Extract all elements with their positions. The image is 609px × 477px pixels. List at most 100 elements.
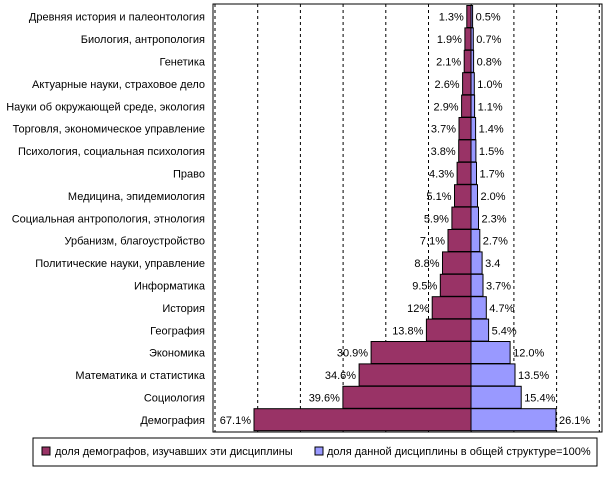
bar-discipline-share xyxy=(470,206,479,230)
category-label: Медицина, эпидемиология xyxy=(68,191,205,203)
value-label-right: 1.1% xyxy=(478,101,503,113)
bar-demographers xyxy=(439,273,472,297)
value-label-right: 0.7% xyxy=(476,34,501,46)
value-label-right: 2.7% xyxy=(483,236,508,248)
value-label-left: 5.9% xyxy=(424,213,449,225)
value-label-right: 1.4% xyxy=(479,124,504,136)
value-label-left: 39.6% xyxy=(309,393,340,405)
category-label: Урбанизм, благоустройство xyxy=(65,236,206,248)
bar-discipline-share xyxy=(470,363,516,387)
bar-demographers xyxy=(431,296,472,320)
category-label: Древняя история и палеонтология xyxy=(29,12,205,24)
legend: доля демографов, изучавших эти дисциплин… xyxy=(32,437,598,467)
value-label-left: 1.3% xyxy=(439,12,464,24)
bar-discipline-share xyxy=(470,72,475,96)
value-label-right: 5.4% xyxy=(492,325,517,337)
value-label-right: 0.5% xyxy=(476,12,501,24)
bar-discipline-share xyxy=(470,94,476,118)
bar-discipline-share xyxy=(470,341,511,364)
value-label-left: 8.8% xyxy=(414,258,439,270)
value-label-right: 3.4 xyxy=(485,258,500,270)
bar-demographers xyxy=(447,229,472,252)
bar-demographers xyxy=(461,94,472,118)
bar-demographers xyxy=(253,408,472,432)
category-label: Науки об окружающей среде, экология xyxy=(6,101,205,113)
value-label-right: 1.5% xyxy=(479,146,504,158)
bar-demographers xyxy=(342,385,472,409)
bar-discipline-share xyxy=(470,251,483,275)
value-label-left: 2.9% xyxy=(434,101,459,113)
category-label: Политические науки, управление xyxy=(35,258,205,270)
bar-demographers xyxy=(456,161,472,185)
value-label-left: 67.1% xyxy=(220,415,251,427)
value-label-right: 3.7% xyxy=(486,281,511,293)
bar-discipline-share xyxy=(470,318,490,342)
value-label-right: 2.0% xyxy=(481,191,506,203)
value-label-left: 13.8% xyxy=(392,325,423,337)
bars xyxy=(253,5,557,432)
value-label-left: 34.6% xyxy=(325,370,356,382)
value-label-left: 2.1% xyxy=(436,57,461,69)
value-label-right: 1.7% xyxy=(480,169,505,181)
bar-discipline-share xyxy=(470,161,477,185)
bar-demographers xyxy=(466,5,472,28)
bar-discipline-share xyxy=(470,5,474,28)
category-label: Право xyxy=(173,169,205,181)
value-label-right: 2.3% xyxy=(482,213,507,225)
bar-discipline-share xyxy=(470,27,474,51)
bar-discipline-share xyxy=(470,296,487,320)
legend-swatch-discipline-share xyxy=(314,446,324,456)
bar-demographers xyxy=(458,117,472,140)
category-label: Социология xyxy=(144,393,205,405)
category-label: Генетика xyxy=(159,57,205,69)
value-label-right: 4.7% xyxy=(489,303,514,315)
bar-demographers xyxy=(425,318,472,342)
category-labels: Древняя история и палеонтология Биология,… xyxy=(6,12,206,427)
bar-discipline-share xyxy=(470,49,475,73)
value-label-right: 12.0% xyxy=(513,348,544,360)
bar-demographers xyxy=(358,363,472,387)
bar-demographers xyxy=(463,49,472,73)
bar-demographers xyxy=(454,184,472,208)
category-label: Математика и статистика xyxy=(75,370,205,382)
value-label-right: 26.1% xyxy=(559,415,590,427)
value-label-left: 2.6% xyxy=(435,79,460,91)
bar-discipline-share xyxy=(470,184,478,208)
bar-demographers xyxy=(370,341,472,364)
bar-discipline-share xyxy=(470,139,477,163)
value-labels: 1.3% 0.5% 1.9% 0.7% 2.1% 0.8% 2.6% 1.0% 2.9% 1.1%… xyxy=(220,12,591,427)
legend-label-demographers: доля демографов, изучавших эти дисциплин… xyxy=(55,446,293,458)
bar-demographers xyxy=(442,251,472,275)
bar-discipline-share xyxy=(470,229,481,252)
category-label: Актуарные науки, страховое дело xyxy=(32,79,205,91)
value-label-left: 4.3% xyxy=(429,169,454,181)
value-label-left: 1.9% xyxy=(437,34,462,46)
legend-swatch-demographers xyxy=(41,446,51,456)
bar-discipline-share xyxy=(470,385,522,409)
category-label: География xyxy=(150,325,205,337)
category-label: Демография xyxy=(140,415,205,427)
value-label-right: 13.5% xyxy=(518,370,549,382)
category-label: Экономика xyxy=(149,348,206,360)
category-label: Психология, социальная психология xyxy=(18,146,205,158)
value-label-left: 5.1% xyxy=(426,191,451,203)
value-label-left: 7.1% xyxy=(420,236,445,248)
bar-discipline-share xyxy=(470,273,484,297)
value-label-left: 30.9% xyxy=(337,348,368,360)
value-label-right: 15.4% xyxy=(524,393,555,405)
category-label: История xyxy=(162,303,205,315)
bar-discipline-share xyxy=(470,408,557,432)
value-label-right: 1.0% xyxy=(477,79,502,91)
bar-demographers xyxy=(451,206,472,230)
category-label: Информатика xyxy=(134,281,206,293)
bar-discipline-share xyxy=(470,117,477,140)
category-label: Биология, антропология xyxy=(81,34,205,46)
bar-demographers xyxy=(458,139,472,163)
value-label-left: 3.7% xyxy=(431,124,456,136)
value-label-right: 0.8% xyxy=(477,57,502,69)
bar-demographers xyxy=(464,27,472,51)
value-label-left: 12% xyxy=(407,303,429,315)
category-label: Социальная антропология, этнология xyxy=(12,213,205,225)
plot-frame xyxy=(212,3,603,433)
